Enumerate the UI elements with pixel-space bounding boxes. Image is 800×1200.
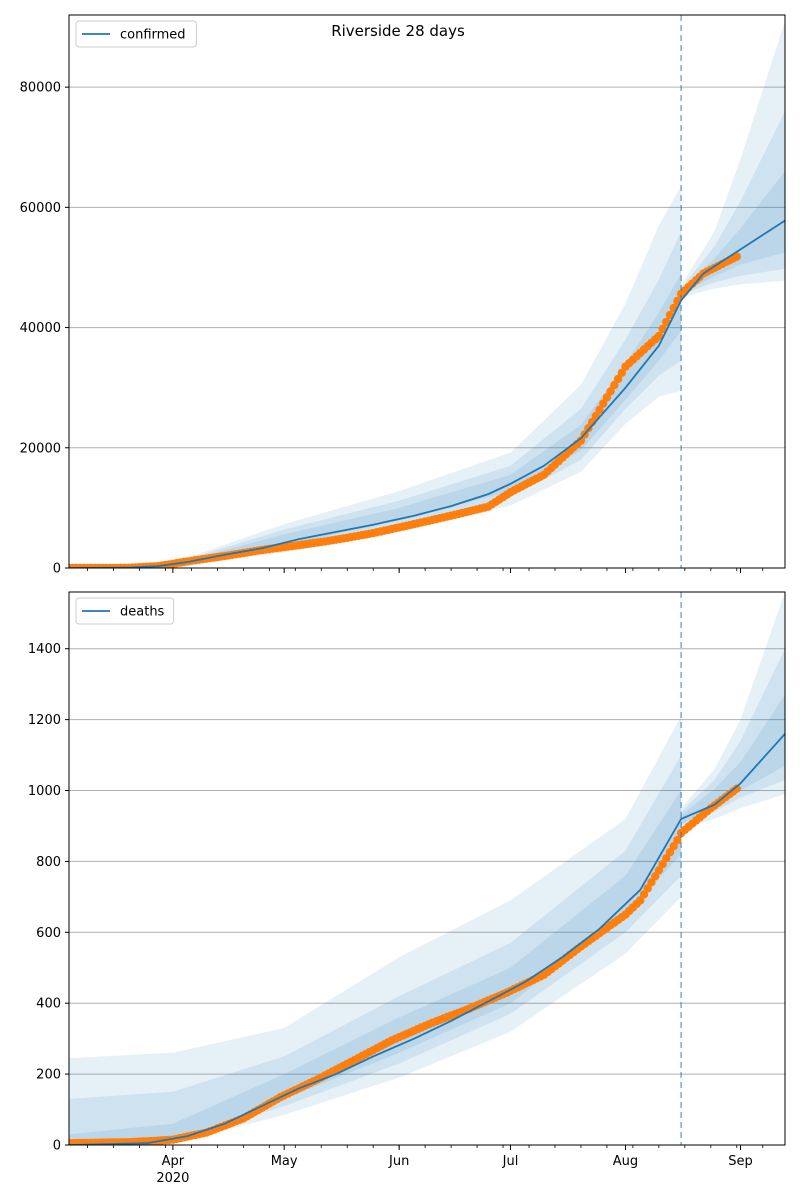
plot-area (69, 592, 785, 1145)
model-line-confirmed (69, 219, 785, 568)
axes-frame (68, 591, 786, 1146)
observed-point (654, 331, 664, 341)
observed-point (639, 890, 649, 899)
observed-point (576, 436, 586, 445)
uncertainty-band-1 (69, 186, 682, 568)
y-tick-label: 1000 (28, 784, 61, 799)
observed-point (647, 878, 656, 887)
x-tick-label: Apr (162, 1154, 185, 1169)
observed-point (606, 387, 615, 396)
legend-label: confirmed (120, 28, 186, 43)
y-tick-label: 0 (53, 1139, 61, 1154)
panel-deaths: 0 200 400 600 800 1000 1200 1400 Apr 2020 May Jun Ju… (28, 591, 786, 1186)
x-tick-label: Sep (728, 1154, 753, 1169)
uncertainty-band-1 (69, 716, 682, 1145)
observed-point (673, 835, 682, 845)
observed-point (658, 860, 667, 869)
observed-point (662, 317, 671, 327)
legend-label: deaths (120, 605, 165, 620)
observed-point (669, 842, 678, 851)
observed-point (602, 393, 612, 402)
x-tick-label: May (271, 1154, 298, 1169)
observed-point (610, 380, 619, 390)
observed-point (654, 866, 664, 875)
legend: confirmed (75, 20, 197, 48)
y-tick-label: 20000 (20, 441, 61, 456)
y-tick-label: 40000 (20, 321, 61, 336)
y-tick-label: 400 (36, 997, 61, 1012)
observed-point (595, 405, 604, 414)
observed-point (662, 854, 671, 863)
observed-point (732, 252, 741, 261)
legend-box (75, 20, 197, 48)
observed-point (643, 884, 652, 893)
uncertainty-band-6 (681, 694, 785, 825)
plot-area (69, 21, 785, 568)
observed-point (617, 368, 626, 377)
y-tick-label: 1400 (28, 642, 61, 657)
observed-point (651, 872, 660, 881)
x-tick-sublabel: 2020 (156, 1171, 189, 1186)
x-tick-label: Jul (502, 1154, 519, 1169)
uncertainty-band-5 (681, 111, 785, 295)
observed-point (665, 848, 675, 857)
panel-confirmed: 0 20000 40000 60000 80000 confirmed (20, 14, 786, 577)
y-tick-label: 200 (36, 1068, 61, 1083)
axes-frame (68, 14, 786, 569)
uncertainty-band-4 (681, 592, 785, 830)
observed-point (732, 784, 741, 793)
observed-point (658, 324, 667, 334)
y-tick-label: 0 (53, 562, 61, 577)
x-tick-label: Aug (613, 1154, 638, 1169)
model-line-deaths (69, 733, 785, 1145)
uncertainty-band-4 (681, 21, 785, 298)
observed-point (613, 374, 623, 384)
legend: deaths (75, 597, 175, 625)
observed-point (636, 896, 645, 905)
chart-title: Riverside 28 days (331, 22, 465, 40)
y-tick-label: 60000 (20, 201, 61, 216)
uncertainty-band-5 (681, 648, 785, 826)
legend-box (75, 597, 175, 625)
observed-point (599, 399, 608, 408)
y-tick-label: 1200 (28, 713, 61, 728)
y-tick-label: 800 (36, 855, 61, 870)
y-tick-label: 80000 (20, 81, 61, 96)
x-tick-label: Jun (388, 1154, 409, 1169)
uncertainty-band-2 (69, 755, 682, 1145)
y-tick-label: 600 (36, 926, 61, 941)
